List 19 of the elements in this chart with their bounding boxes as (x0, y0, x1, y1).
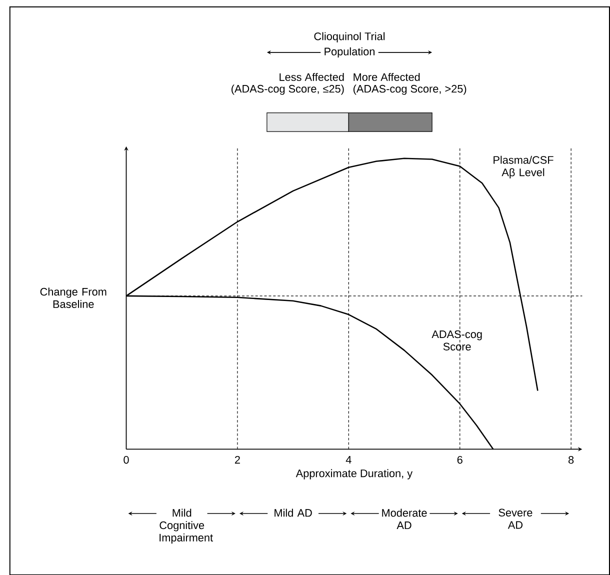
x-axis-title: Approximate Duration, y (296, 469, 413, 480)
y-axis-title: Change From Baseline (40, 287, 106, 308)
text: More Affected (354, 72, 420, 81)
x-tick-label: 8 (568, 456, 574, 464)
series-label: ADAS-cog Score (432, 330, 482, 350)
text: Mild AD (274, 508, 312, 517)
text: Mild Cognitive Impairment (160, 508, 213, 544)
text: Population (324, 47, 374, 58)
x-tick-label: 6 (457, 456, 462, 464)
x-tick-label: 0 (124, 456, 129, 464)
text: (ADAS-cog Score, ≤25) (232, 84, 344, 95)
series-label: Plasma/CSF Aβ Level (494, 156, 554, 178)
x-tick-label: 4 (346, 456, 352, 464)
text: Severe AD (498, 508, 532, 529)
x-tick-label: 2 (234, 456, 240, 464)
text: Less Affected (280, 72, 344, 81)
text: Moderate AD (382, 508, 427, 529)
text: Clioquinol Trial (314, 32, 385, 42)
text: (ADAS-cog Score, >25) (353, 84, 466, 95)
